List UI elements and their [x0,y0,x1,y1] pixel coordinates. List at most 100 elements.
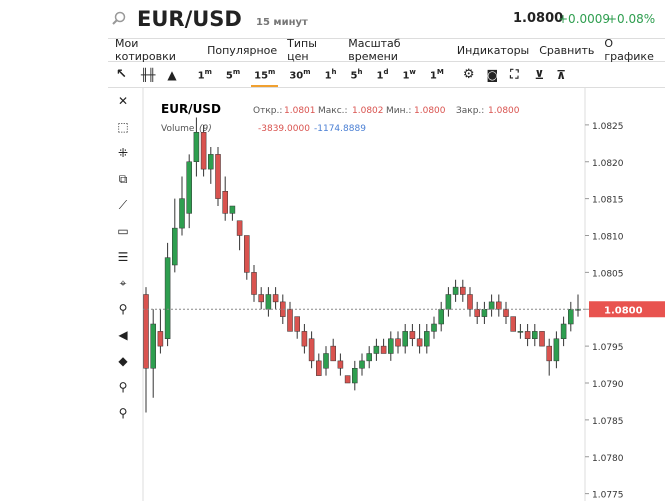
tool[interactable]: ◆ [118,354,128,368]
timeframe-unit: d [383,67,389,76]
candle-body [330,345,336,362]
candle-body [272,294,279,303]
menu-item[interactable]: Типы цен [287,37,317,63]
candle-body [222,191,228,214]
candle-type[interactable]: ╫╫ [140,67,156,82]
candle-body [366,353,372,362]
tool[interactable]: ⧉ [118,172,128,186]
candle-body [244,235,250,273]
tool[interactable]: ⁜ [117,146,129,160]
settings-icon[interactable]: ⚙ [462,67,475,82]
camera-icon[interactable]: ◙ [486,67,499,82]
timeframe-number: 1 [402,70,410,82]
candle-body [193,132,200,162]
y-tick-label: 1.0790 [592,380,624,390]
tool[interactable]: ▭ [117,224,129,238]
timeframe-unit: w [409,67,416,76]
menu-item[interactable]: Масштаб времени [348,37,401,63]
interval: 15 минут [256,17,308,28]
y-tick-label: 1.0780 [592,454,624,464]
timeframe-unit: h [331,67,337,76]
tool[interactable]: ⟋ [118,198,128,212]
candle-body [510,316,516,332]
candle-body [308,338,315,362]
timeframe[interactable]: 30m [289,68,310,81]
toolbar: ↖ ╫╫ ▲ 1m 5m 15m 30m 1h 5h 1d 1w 1M ⚙ ◙ ⛶ ⊻ ⊼ [108,62,665,88]
tool[interactable]: ⬚ [117,120,129,134]
timeframe[interactable]: 1h [325,68,337,81]
timeframe[interactable]: 1w [402,68,415,81]
change: +0.0009 [558,12,611,26]
volume-period: (9) [199,124,212,134]
candle-body [179,198,185,229]
menu-item[interactable]: Популярное [207,43,278,57]
y-tick-label: 1.0825 [592,122,624,132]
candle-body [402,331,408,347]
tool[interactable]: ⚲ [118,302,128,316]
timeframe-unit: h [357,67,363,76]
candle-body [186,161,192,214]
candle-body [452,286,459,295]
tool[interactable]: ✕ [117,94,129,108]
candle-body [488,301,495,310]
timeframe[interactable]: 5h [351,68,363,81]
volume-ma: -1174.8889 [314,124,366,134]
timeframe-number: 1 [376,70,384,82]
candle-body [553,338,560,362]
tool[interactable]: ⌖ [119,276,127,290]
cursor-tool[interactable]: ↖ [116,67,127,82]
timeframe-number: 1 [197,70,205,82]
download-icon[interactable]: ⊻ [534,67,545,82]
candle-body [236,220,243,236]
fullscreen-icon[interactable]: ⛶ [510,67,519,81]
menu-item[interactable]: Мои котировки [115,37,176,63]
candle-body [517,331,524,333]
search-icon[interactable] [112,11,126,25]
candle-body [560,323,567,339]
timeframe-number: 5 [350,70,358,82]
timeframe-number: 30 [289,70,304,82]
y-tick-label: 1.0785 [592,417,624,427]
tool[interactable]: ⚲ [118,406,128,420]
candle-body [316,360,322,376]
candle-body [568,309,574,325]
timeframe[interactable]: 1d [376,68,388,81]
last-price-label: 1.0800 [604,305,643,316]
candle-body [323,353,329,369]
candle-body [431,323,437,332]
timeframe[interactable]: 1m [198,68,212,81]
menu-item[interactable]: О графике [604,37,654,63]
timeframe[interactable]: 1M [430,68,444,81]
tool[interactable]: ☰ [117,250,129,264]
candle-body [409,331,416,339]
candle-body [172,227,178,266]
upload-icon[interactable]: ⊼ [556,67,567,82]
timeframe[interactable]: 5m [226,68,240,81]
tool[interactable]: ◀ [118,328,128,342]
candle-body [229,205,236,214]
candle-body [532,331,538,339]
candle-body [445,294,452,310]
timeframe-number: 5 [225,70,233,82]
y-tick-label: 1.0805 [592,269,624,279]
symbol: EUR/USD [137,7,242,31]
candle-body [474,309,480,317]
candle-body [258,294,264,303]
legend-label: Мин.: [386,106,411,116]
menu-item[interactable]: Сравнить [539,43,595,57]
candle-body [157,331,164,347]
legend-symbol: EUR/USD [161,102,221,116]
menu-item[interactable]: Индикаторы [456,43,530,57]
area-type[interactable]: ▲ [167,67,177,82]
timeframe[interactable]: 15m [251,68,279,88]
candle-body [359,360,365,369]
timeframe-unit: m [232,67,241,76]
legend-value: 1.0801 [284,106,316,116]
legend-label: Макс.: [318,106,348,116]
y-tick-label: 1.0815 [592,196,624,206]
timeframe-unit: m [303,67,311,76]
tool[interactable]: ⚲ [118,380,128,394]
candle-body [524,331,531,339]
y-tick-label: 1.0820 [592,159,624,169]
timeframe-number: 1 [429,70,437,82]
